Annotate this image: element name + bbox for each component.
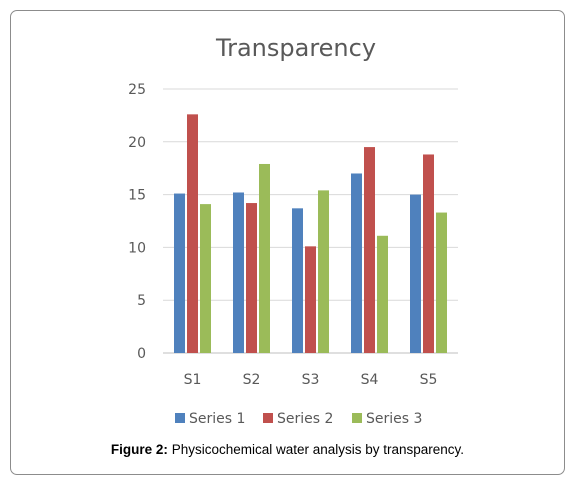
bar	[410, 194, 421, 353]
legend-swatch	[352, 413, 362, 423]
bars	[174, 114, 447, 354]
y-tick-label: 5	[137, 293, 146, 309]
bar	[200, 204, 211, 353]
y-tick-label: 25	[128, 82, 146, 98]
bar	[246, 203, 257, 353]
y-tick-label: 0	[137, 346, 146, 362]
y-tick-label: 20	[128, 135, 146, 151]
figure-caption: Figure 2: Physicochemical water analysis…	[0, 442, 575, 457]
bar	[305, 246, 316, 353]
y-axis-ticks: 0 5 10 15 20 25	[128, 82, 146, 362]
legend-label: Series 2	[277, 411, 333, 427]
bar	[174, 193, 185, 353]
bar	[292, 208, 303, 353]
x-tick-label: S3	[302, 372, 320, 388]
gridlines	[163, 88, 458, 354]
caption-text: Physicochemical water analysis by transp…	[167, 442, 465, 457]
bar	[259, 163, 270, 353]
legend-label: Series 1	[189, 411, 245, 427]
bar	[436, 212, 447, 353]
bar	[187, 114, 198, 354]
x-axis-ticks: S1 S2 S3 S4 S5	[184, 372, 438, 388]
x-tick-label: S5	[420, 372, 438, 388]
chart-frame	[10, 10, 565, 475]
y-tick-label: 10	[128, 240, 146, 256]
legend: Series 1 Series 2 Series 3	[175, 411, 422, 427]
bar	[364, 147, 375, 353]
x-tick-label: S4	[361, 372, 379, 388]
legend-swatch	[175, 413, 185, 423]
legend-label: Series 3	[366, 411, 422, 427]
legend-swatch	[263, 413, 273, 423]
bar	[351, 173, 362, 353]
chart-title: Transparency	[215, 34, 376, 62]
bar	[318, 190, 329, 353]
bar	[233, 192, 244, 353]
bar	[377, 235, 388, 353]
y-tick-label: 15	[128, 188, 146, 204]
x-tick-label: S1	[184, 372, 202, 388]
bar	[423, 154, 434, 353]
x-tick-label: S2	[243, 372, 261, 388]
caption-label: Figure 2:	[110, 442, 168, 457]
